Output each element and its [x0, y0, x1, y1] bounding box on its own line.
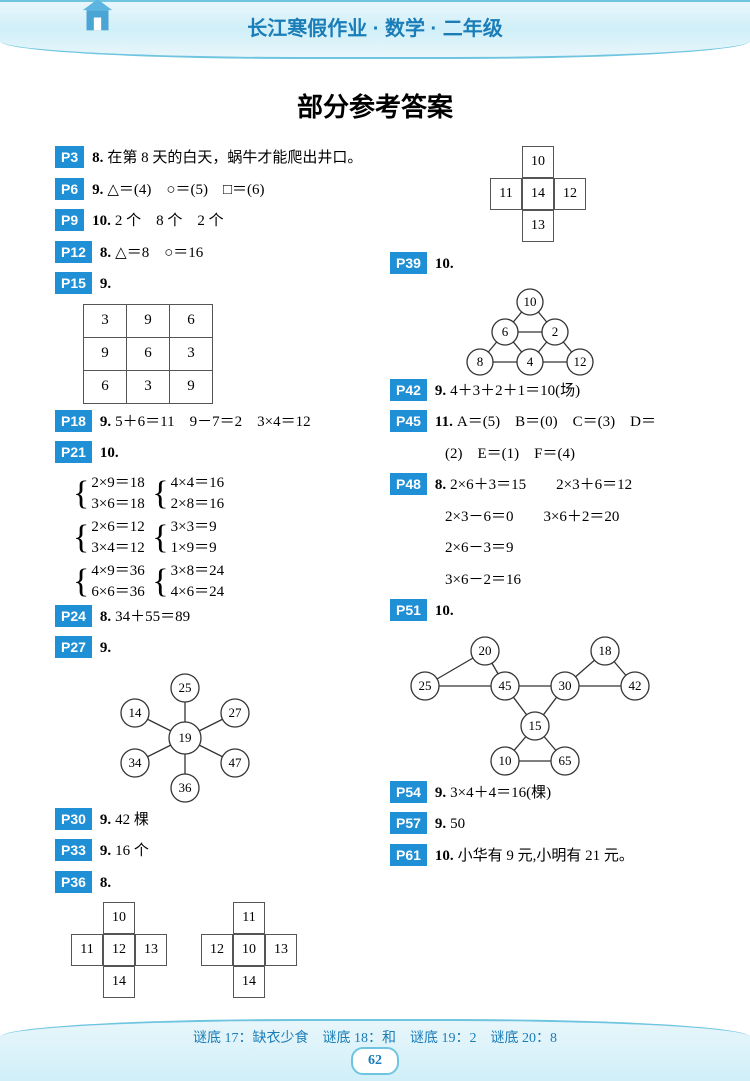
content-columns: P3 8.在第 8 天的白天，蜗牛才能爬出井口。 P6 9.△＝(4) ○＝(5… — [55, 146, 695, 998]
page-number: 62 — [351, 1047, 399, 1075]
page-tag: P57 — [390, 812, 427, 834]
page-tag: P30 — [55, 808, 92, 830]
entry-p12: P12 8.△＝8 ○＝16 — [55, 241, 390, 267]
cross-figures: 10 11 12 13 14 11 12 10 13 14 — [71, 902, 390, 998]
entry-p42: P42 9.4＋3＋2＋1＝10(场) — [390, 379, 695, 405]
magic-square: 396 963 639 — [83, 304, 213, 404]
svg-text:34: 34 — [129, 755, 143, 770]
svg-text:8: 8 — [477, 354, 484, 369]
svg-text:20: 20 — [479, 643, 492, 658]
svg-text:25: 25 — [179, 680, 192, 695]
right-column: 10 11 14 12 13 P39 10. 10 6 2 8 4 12 P42 9.4＋… — [390, 146, 695, 998]
entry-p48: P48 8.2×6＋3＝15 2×3＋6＝12 — [390, 473, 695, 499]
page-tag: P61 — [390, 844, 427, 866]
cross-2: 11 12 10 13 14 — [201, 902, 297, 998]
svg-text:10: 10 — [499, 753, 512, 768]
page-tag: P54 — [390, 781, 427, 803]
triangle-figure: 10 6 2 8 4 12 — [450, 284, 610, 379]
entry-p36: P36 8. — [55, 871, 390, 897]
svg-text:18: 18 — [599, 643, 612, 658]
entry-p21: P21 10. — [55, 441, 390, 467]
svg-text:6: 6 — [502, 324, 509, 339]
page-tag: P51 — [390, 599, 427, 621]
entry-p33: P33 9.16 个 — [55, 839, 390, 865]
radial-figure: 25 27 47 36 34 14 19 — [85, 668, 285, 808]
entry-p15: P15 9. — [55, 272, 390, 298]
page-tag: P3 — [55, 146, 84, 168]
svg-text:27: 27 — [229, 705, 243, 720]
entry-p54: P54 9.3×4＋4＝16(棵) — [390, 781, 695, 807]
svg-text:47: 47 — [229, 755, 243, 770]
footer-riddles: 谜底 17：缺衣少食 谜底 18：和 谜底 19：2 谜底 20：8 — [0, 1021, 750, 1047]
svg-text:42: 42 — [629, 678, 642, 693]
page-tag: P15 — [55, 272, 92, 294]
page-tag: P27 — [55, 636, 92, 658]
entry-p18: P18 9.5＋6＝11 9－7＝2 3×4＝12 — [55, 410, 390, 436]
entry-p51: P51 10. — [390, 599, 695, 625]
page-tag: P39 — [390, 252, 427, 274]
header-title: 长江寒假作业 · 数学 · 二年级 — [247, 18, 503, 40]
svg-text:19: 19 — [179, 730, 192, 745]
page-tag: P12 — [55, 241, 92, 263]
cross-1: 10 11 12 13 14 — [71, 902, 167, 998]
page-footer: 谜底 17：缺衣少食 谜底 18：和 谜底 19：2 谜底 20：8 62 — [0, 1019, 750, 1081]
entry-p24: P24 8.34＋55＝89 — [55, 605, 390, 631]
svg-text:65: 65 — [559, 753, 572, 768]
page-tag: P24 — [55, 605, 92, 627]
entry-p39: P39 10. — [390, 252, 695, 278]
entry-p30: P30 9.42 棵 — [55, 808, 390, 834]
entry-p6: P6 9.△＝(4) ○＝(5) □＝(6) — [55, 178, 390, 204]
svg-text:2: 2 — [552, 324, 559, 339]
entry-p3: P3 8.在第 8 天的白天，蜗牛才能爬出井口。 — [55, 146, 390, 172]
svg-text:4: 4 — [527, 354, 534, 369]
svg-text:25: 25 — [419, 678, 432, 693]
page-tag: P42 — [390, 379, 427, 401]
entry-p9: P9 10.2 个 8 个 2 个 — [55, 209, 390, 235]
svg-text:14: 14 — [129, 705, 143, 720]
page-tag: P36 — [55, 871, 92, 893]
brace-groups: {2×9＝183×6＝18 {4×4＝162×8＝16{2×6＝123×4＝12… — [55, 473, 390, 603]
page-tag: P18 — [55, 410, 92, 432]
entry-p57: P57 9.50 — [390, 812, 695, 838]
svg-text:45: 45 — [499, 678, 512, 693]
svg-text:30: 30 — [559, 678, 572, 693]
entry-p27: P27 9. — [55, 636, 390, 662]
page-tag: P9 — [55, 209, 84, 231]
page-tag: P48 — [390, 473, 427, 495]
network-figure: 20 18 25 45 30 42 15 10 65 — [390, 631, 670, 781]
entry-p61: P61 10.小华有 9 元,小明有 21 元。 — [390, 844, 695, 870]
page-tag: P6 — [55, 178, 84, 200]
header-deco-icon — [70, 0, 125, 45]
page-tag: P33 — [55, 839, 92, 861]
page-header: 长江寒假作业 · 数学 · 二年级 — [0, 0, 750, 59]
entry-p45: P45 11.A＝(5) B＝(0) C＝(3) D＝ — [390, 410, 695, 436]
svg-text:12: 12 — [574, 354, 587, 369]
svg-text:36: 36 — [179, 780, 193, 795]
main-title: 部分参考答案 — [55, 87, 695, 124]
page-tag: P45 — [390, 410, 427, 432]
cross-3: 10 11 14 12 13 — [490, 146, 586, 242]
svg-text:15: 15 — [529, 718, 542, 733]
page-tag: P21 — [55, 441, 92, 463]
svg-text:10: 10 — [524, 294, 537, 309]
left-column: P3 8.在第 8 天的白天，蜗牛才能爬出井口。 P6 9.△＝(4) ○＝(5… — [55, 146, 390, 998]
